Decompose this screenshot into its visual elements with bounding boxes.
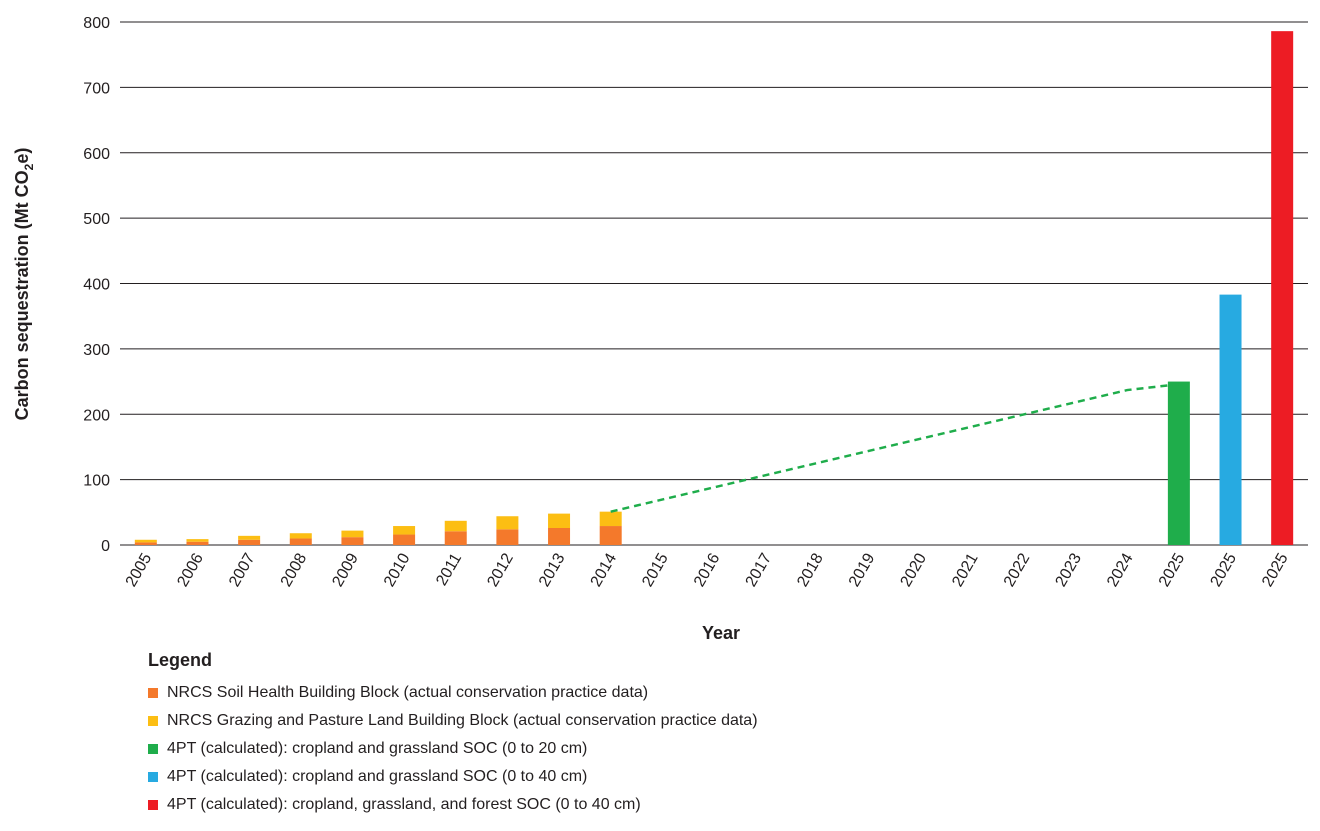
legend: Legend NRCS Soil Health Building Block (…: [148, 650, 758, 821]
y-tick-label: 700: [83, 80, 110, 97]
bar: [1271, 31, 1294, 545]
legend-swatch: [148, 716, 158, 726]
x-tick-label: 2017: [743, 550, 776, 589]
y-tick-label: 100: [83, 473, 110, 490]
bar: [289, 538, 312, 545]
bar: [393, 526, 416, 535]
y-tick-label: 0: [101, 538, 110, 555]
y-tick-label: 300: [83, 342, 110, 359]
bar: [341, 530, 364, 538]
x-tick-label: 2016: [691, 550, 724, 589]
x-tick-label: 2021: [949, 550, 982, 589]
x-tick-label: 2019: [846, 550, 879, 589]
y-axis-title: Carbon sequestration (Mt CO2e): [12, 148, 36, 421]
bar: [134, 539, 157, 543]
bar: [599, 526, 622, 545]
x-tick-label: 2025: [1259, 550, 1292, 589]
legend-label: 4PT (calculated): cropland and grassland…: [167, 768, 588, 785]
x-tick-label: 2022: [1001, 550, 1034, 589]
bar: [238, 535, 261, 540]
legend-item: 4PT (calculated): cropland and grassland…: [148, 737, 758, 761]
legend-swatch: [148, 800, 158, 810]
legend-label: NRCS Grazing and Pasture Land Building B…: [167, 712, 758, 729]
x-tick-label: 2012: [484, 550, 517, 589]
bar: [134, 542, 157, 545]
y-tick-label: 600: [83, 146, 110, 163]
projection-line: [610, 382, 1180, 513]
x-tick-label: 2023: [1053, 550, 1086, 589]
x-tick-label: 2010: [381, 550, 414, 589]
x-tick-label: 2011: [433, 550, 465, 588]
x-tick-label: 2014: [588, 550, 621, 589]
legend-title: Legend: [148, 650, 213, 670]
bar: [341, 537, 364, 545]
bar: [289, 533, 312, 539]
bar: [496, 516, 519, 530]
legend-item: 4PT (calculated): cropland, grassland, a…: [148, 793, 758, 817]
legend-swatch: [148, 688, 158, 698]
y-tick-label: 200: [83, 407, 110, 424]
legend-label: NRCS Soil Health Building Block (actual …: [167, 684, 649, 701]
x-tick-label: 2005: [123, 550, 156, 589]
legend-swatch: [148, 744, 158, 754]
x-tick-label: 2015: [639, 550, 672, 589]
bar: [393, 534, 416, 545]
bar: [1219, 294, 1242, 545]
bar: [599, 511, 622, 527]
x-tick-label: 2020: [898, 550, 931, 589]
legend-item: 4PT (calculated): cropland and grassland…: [148, 765, 758, 789]
bar: [186, 539, 209, 542]
bar: [548, 513, 571, 529]
legend-label: 4PT (calculated): cropland and grassland…: [167, 740, 588, 757]
x-axis-title: Year: [702, 623, 740, 643]
y-tick-label: 800: [83, 15, 110, 32]
y-tick-label: 400: [83, 277, 110, 294]
bar: [186, 541, 209, 545]
y-tick-label: 500: [83, 211, 110, 228]
x-tick-label: 2024: [1104, 550, 1137, 589]
chart-plot: 0 100 200 300 400 500 600 700 800 2005 2006 2007 200…: [12, 15, 1308, 643]
bar: [1167, 381, 1190, 545]
legend-item: NRCS Soil Health Building Block (actual …: [148, 681, 758, 705]
bar: [444, 520, 467, 532]
legend-item: NRCS Grazing and Pasture Land Building B…: [148, 709, 758, 733]
x-tick-label: 2013: [536, 550, 569, 589]
x-tick-label: 2007: [226, 550, 259, 589]
bar: [496, 529, 519, 545]
bar: [548, 528, 571, 545]
x-tick-label: 2025: [1207, 550, 1240, 589]
x-tick-label: 2006: [174, 550, 207, 589]
legend-swatch: [148, 772, 158, 782]
bar: [238, 539, 261, 545]
x-tick-label: 2009: [329, 550, 362, 589]
x-tick-label: 2018: [794, 550, 827, 589]
x-tick-label: 2025: [1156, 550, 1189, 589]
bar: [444, 531, 467, 545]
x-tick-label: 2008: [278, 550, 311, 589]
legend-label: 4PT (calculated): cropland, grassland, a…: [167, 796, 641, 813]
